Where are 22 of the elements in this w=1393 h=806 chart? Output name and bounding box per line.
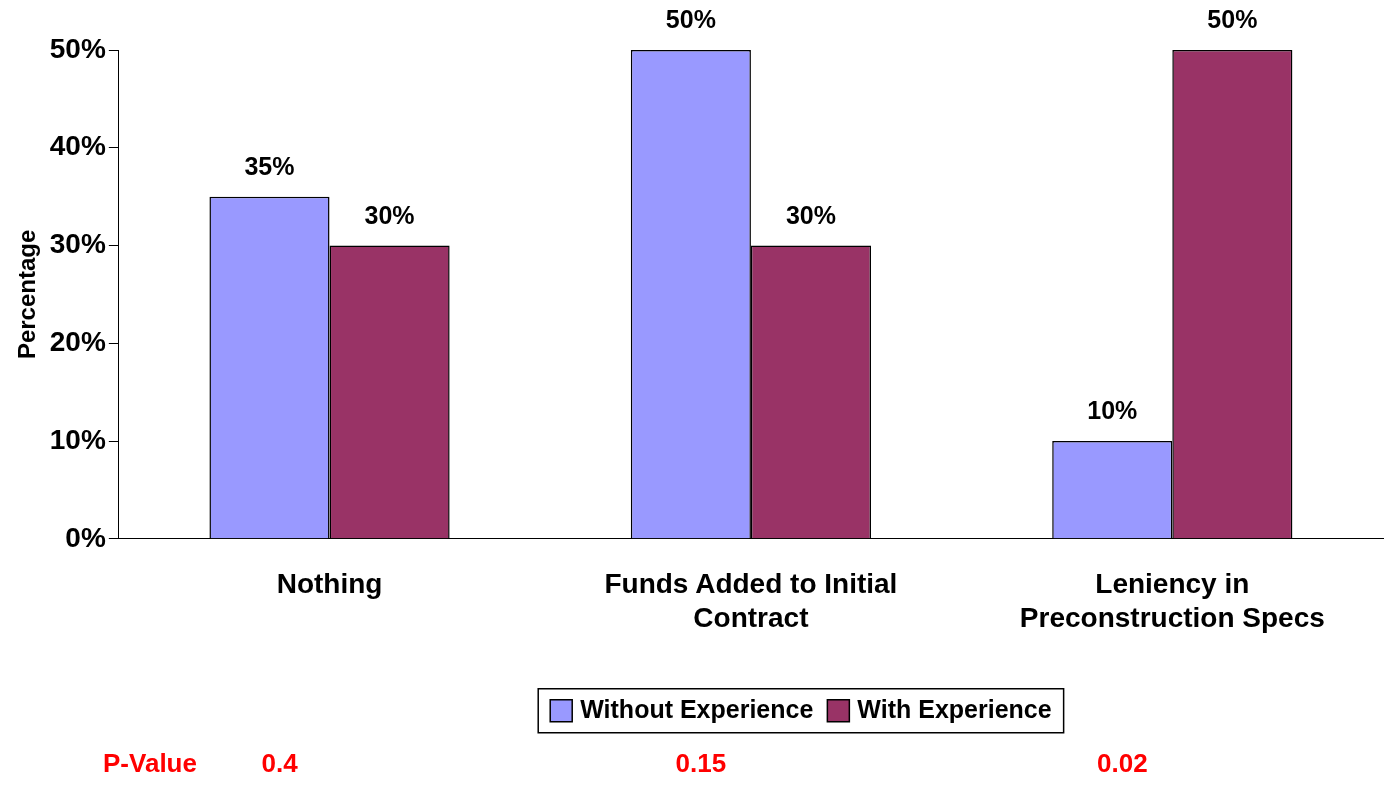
data-label: 30% xyxy=(364,200,415,229)
text: 0.02 xyxy=(1097,747,1148,778)
legend-label: With Experience xyxy=(857,694,1052,723)
data-label: 30% xyxy=(785,200,836,229)
x-tick-label: Nothing xyxy=(276,568,383,600)
y-tick-label: 10% xyxy=(49,423,106,455)
y-tick-label: 20% xyxy=(49,326,106,357)
x-tick-label: Leniency in Preconstruction Specs xyxy=(1019,568,1325,633)
data-label: 50% xyxy=(1207,5,1258,34)
text: P-Value xyxy=(103,747,197,778)
y-tick-label: 0% xyxy=(65,521,106,553)
y-axis-title: Percentage xyxy=(13,229,41,360)
legend-label: Without Experience xyxy=(580,694,814,723)
y-tick-label: 40% xyxy=(49,130,106,162)
data-label: 50% xyxy=(665,5,716,34)
text: 0.4 xyxy=(261,747,299,778)
data-label: 35% xyxy=(244,152,295,181)
text: 0.15 xyxy=(675,747,727,778)
y-tick-label: 50% xyxy=(49,32,106,64)
x-tick-label: Funds Added to Initial Contract xyxy=(604,568,898,633)
y-tick-label: 30% xyxy=(49,228,106,260)
data-label: 10% xyxy=(1087,396,1138,425)
